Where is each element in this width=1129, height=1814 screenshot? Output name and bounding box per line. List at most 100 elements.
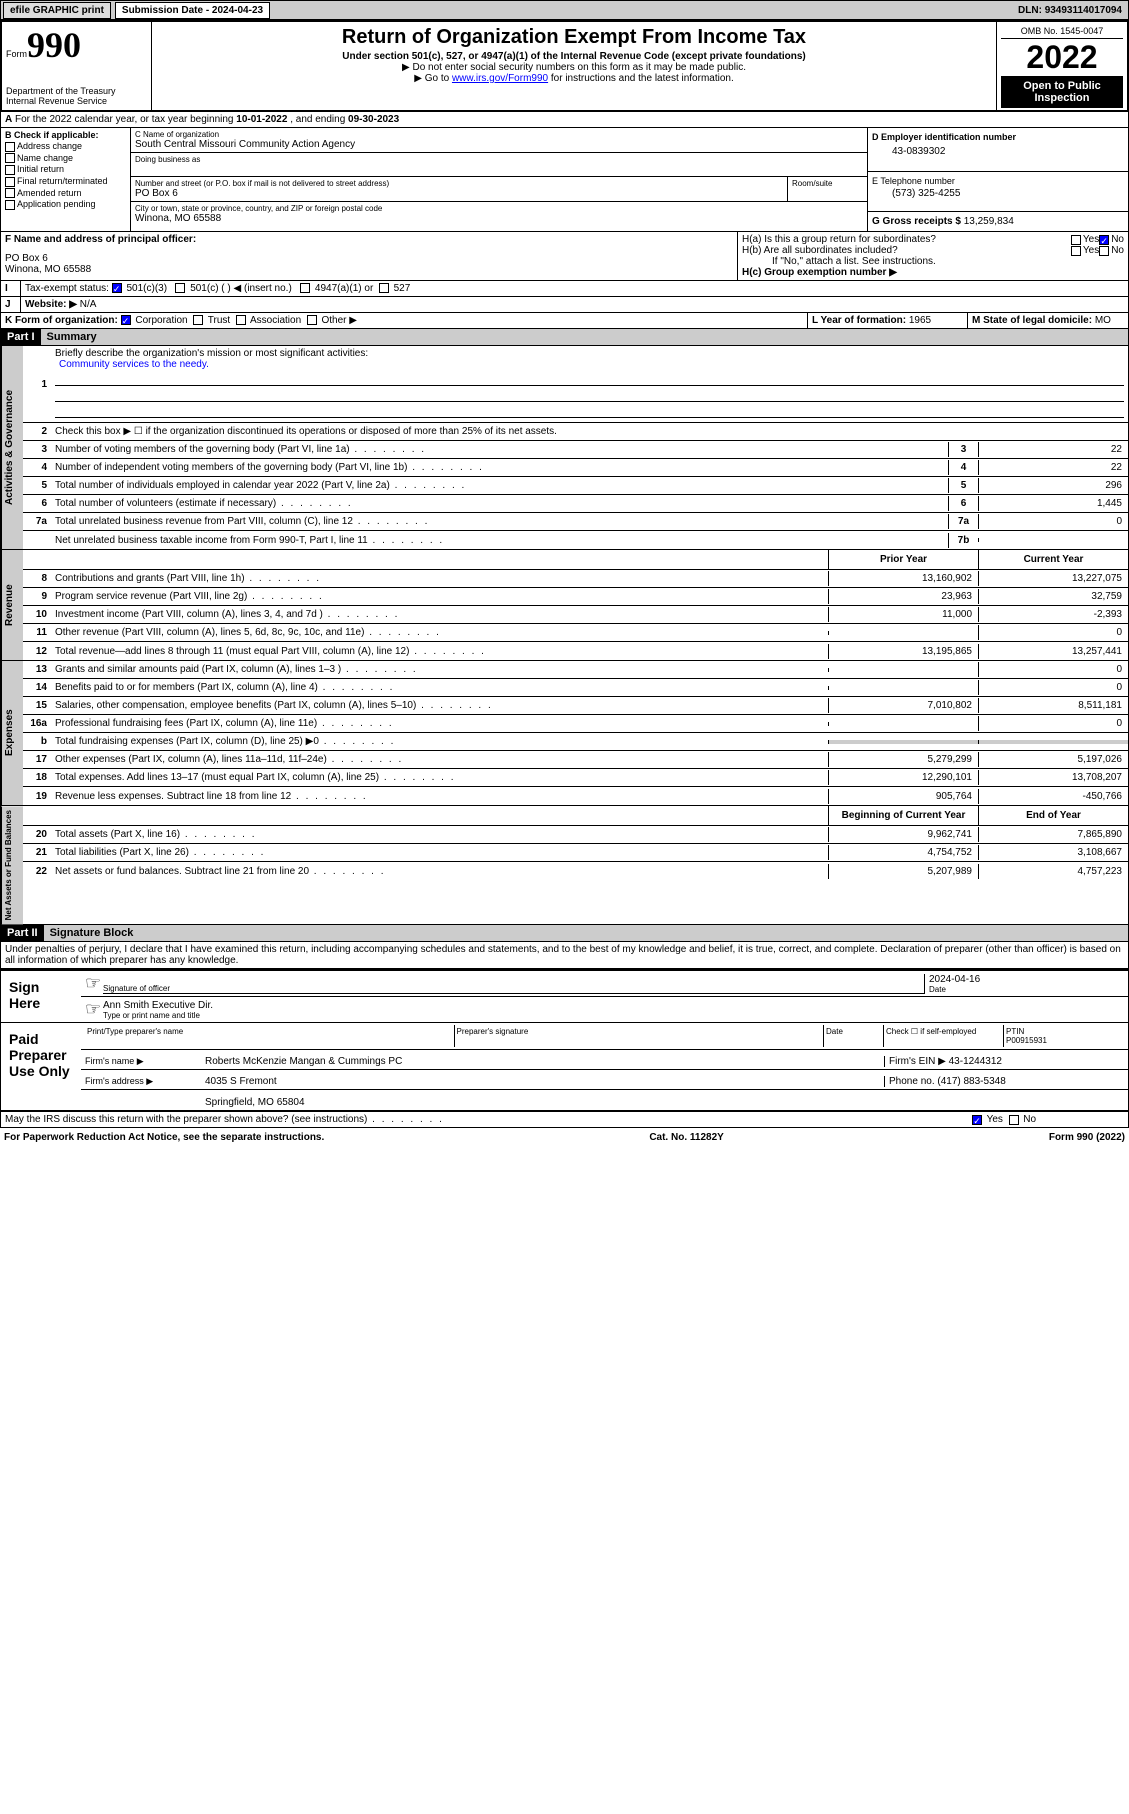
line-5: 5Total number of individuals employed in… — [23, 477, 1128, 495]
checkbox-assoc[interactable] — [236, 315, 246, 325]
checkbox-amended[interactable] — [5, 188, 15, 198]
checkbox-discuss-no[interactable] — [1009, 1115, 1019, 1125]
part1-netassets: Net Assets or Fund Balances Beginning of… — [0, 806, 1129, 925]
checkbox-corp[interactable]: ✓ — [121, 315, 131, 325]
part1-header: Part I Summary — [0, 329, 1129, 346]
year-formation: 1965 — [909, 315, 931, 326]
line-7a: 7aTotal unrelated business revenue from … — [23, 513, 1128, 531]
sign-here-label: Sign Here — [1, 971, 81, 1022]
page-footer: For Paperwork Reduction Act Notice, see … — [0, 1128, 1129, 1147]
dln: DLN: 93493114017094 — [1012, 3, 1128, 18]
firm-phone: (417) 883-5348 — [937, 1076, 1005, 1087]
org-name: South Central Missouri Community Action … — [135, 139, 863, 150]
checkbox-final-return[interactable] — [5, 177, 15, 187]
line-11: 11Other revenue (Part VIII, column (A), … — [23, 624, 1128, 642]
telephone: (573) 325-4255 — [872, 186, 1124, 201]
checkbox-app-pending[interactable] — [5, 200, 15, 210]
line-6: 6Total number of volunteers (estimate if… — [23, 495, 1128, 513]
gross-receipts: 13,259,834 — [964, 216, 1014, 227]
checkbox-name-change[interactable] — [5, 153, 15, 163]
line-13: 13Grants and similar amounts paid (Part … — [23, 661, 1128, 679]
tab-governance: Activities & Governance — [1, 346, 23, 549]
checkbox-trust[interactable] — [193, 315, 203, 325]
line-14: 14Benefits paid to or for members (Part … — [23, 679, 1128, 697]
line-9: 9Program service revenue (Part VIII, lin… — [23, 588, 1128, 606]
note-link: ▶ Go to www.irs.gov/Form990 for instruct… — [156, 73, 992, 84]
section-i: I Tax-exempt status: ✓ 501(c)(3) 501(c) … — [0, 281, 1129, 297]
discuss-row: May the IRS discuss this return with the… — [0, 1112, 1129, 1128]
section-j: J Website: ▶ N/A — [0, 297, 1129, 313]
officer-name: Ann Smith Executive Dir. — [103, 1000, 1124, 1011]
checkbox-527[interactable] — [379, 283, 389, 293]
checkbox-ha-yes[interactable] — [1071, 235, 1081, 245]
top-bar: efile GRAPHIC print Submission Date - 20… — [0, 0, 1129, 20]
line-19: 19Revenue less expenses. Subtract line 1… — [23, 787, 1128, 805]
line-21: 21Total liabilities (Part X, line 26)4,7… — [23, 844, 1128, 862]
line-4: 4Number of independent voting members of… — [23, 459, 1128, 477]
line-b: bTotal fundraising expenses (Part IX, co… — [23, 733, 1128, 751]
form-header: Form990 Department of the Treasury Inter… — [0, 20, 1129, 112]
org-address: PO Box 6 — [135, 188, 783, 199]
section-c: C Name of organization South Central Mis… — [131, 128, 868, 231]
irs-link[interactable]: www.irs.gov/Form990 — [452, 73, 548, 84]
section-klm: K Form of organization: ✓ Corporation Tr… — [0, 313, 1129, 329]
mission-text: Community services to the needy. — [55, 359, 1124, 370]
open-inspection: Open to Public Inspection — [1001, 76, 1123, 108]
section-fh: F Name and address of principal officer:… — [0, 232, 1129, 281]
paid-preparer-label: Paid Preparer Use Only — [1, 1023, 81, 1110]
line-a: A For the 2022 calendar year, or tax yea… — [0, 112, 1129, 128]
signature-block: Sign Here ☞ Signature of officer 2024-04… — [0, 969, 1129, 1112]
part1-revenue: Revenue Prior YearCurrent Year 8Contribu… — [0, 550, 1129, 661]
line-3: 3Number of voting members of the governi… — [23, 441, 1128, 459]
part2-header: Part II Signature Block — [0, 925, 1129, 942]
efile-button[interactable]: efile GRAPHIC print — [3, 2, 111, 19]
officer-addr2: Winona, MO 65588 — [5, 264, 733, 275]
checkbox-hb-no[interactable] — [1099, 246, 1109, 256]
line-15: 15Salaries, other compensation, employee… — [23, 697, 1128, 715]
checkbox-other[interactable] — [307, 315, 317, 325]
tab-net-assets: Net Assets or Fund Balances — [1, 806, 23, 924]
part1-expenses: Expenses 13Grants and similar amounts pa… — [0, 661, 1129, 806]
checkbox-501c3[interactable]: ✓ — [112, 283, 122, 293]
checkbox-initial-return[interactable] — [5, 165, 15, 175]
checkbox-ha-no[interactable]: ✓ — [1099, 235, 1109, 245]
firm-name: Roberts McKenzie Mangan & Cummings PC — [205, 1056, 884, 1067]
tab-expenses: Expenses — [1, 661, 23, 805]
checkbox-4947[interactable] — [300, 283, 310, 293]
state-domicile: MO — [1095, 315, 1111, 326]
form-prefix: Form — [6, 49, 27, 59]
submission-date: Submission Date - 2024-04-23 — [115, 2, 270, 19]
form-title: Return of Organization Exempt From Incom… — [156, 26, 992, 49]
firm-ein: 43-1244312 — [949, 1056, 1002, 1067]
checkbox-address-change[interactable] — [5, 142, 15, 152]
line-12: 12Total revenue—add lines 8 through 11 (… — [23, 642, 1128, 660]
form-number: 990 — [27, 25, 81, 65]
tax-year: 2022 — [1001, 39, 1123, 76]
omb-number: OMB No. 1545-0047 — [1001, 24, 1123, 39]
line-10: 10Investment income (Part VIII, column (… — [23, 606, 1128, 624]
checkbox-hb-yes[interactable] — [1071, 246, 1081, 256]
line-8: 8Contributions and grants (Part VIII, li… — [23, 570, 1128, 588]
line-22: 22Net assets or fund balances. Subtract … — [23, 862, 1128, 880]
website: N/A — [80, 299, 97, 310]
org-city: Winona, MO 65588 — [135, 213, 863, 224]
section-b: B Check if applicable: Address change Na… — [1, 128, 131, 231]
section-bcdeg: B Check if applicable: Address change Na… — [0, 128, 1129, 232]
officer-addr1: PO Box 6 — [5, 253, 733, 264]
ein: 43-0839302 — [872, 142, 1124, 161]
irs-label: Internal Revenue Service — [6, 96, 147, 106]
sig-date: 2024-04-16 — [929, 974, 1124, 985]
ptin: P00915931 — [1006, 1036, 1047, 1045]
part1-body: Activities & Governance 1Briefly describ… — [0, 346, 1129, 550]
line-7b: Net unrelated business taxable income fr… — [23, 531, 1128, 549]
dept-label: Department of the Treasury — [6, 86, 147, 96]
note-ssn: ▶ Do not enter social security numbers o… — [156, 62, 992, 73]
checkbox-discuss-yes[interactable]: ✓ — [972, 1115, 982, 1125]
line-18: 18Total expenses. Add lines 13–17 (must … — [23, 769, 1128, 787]
section-deg: D Employer identification number 43-0839… — [868, 128, 1128, 231]
line-16a: 16aProfessional fundraising fees (Part I… — [23, 715, 1128, 733]
line-20: 20Total assets (Part X, line 16)9,962,74… — [23, 826, 1128, 844]
checkbox-501c[interactable] — [175, 283, 185, 293]
tab-revenue: Revenue — [1, 550, 23, 660]
firm-addr2: Springfield, MO 65804 — [205, 1097, 305, 1108]
